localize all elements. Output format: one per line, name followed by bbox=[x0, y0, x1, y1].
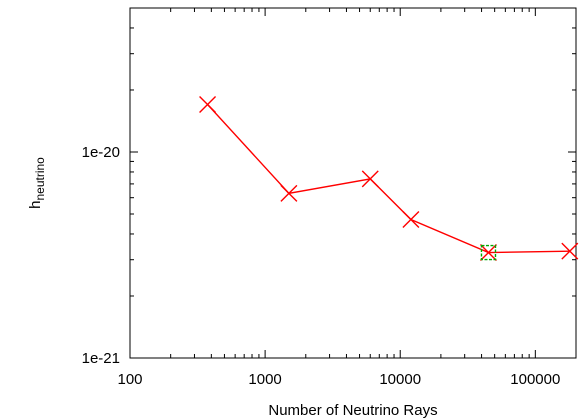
x-tick-label: 100000 bbox=[510, 371, 560, 388]
data-point-marker bbox=[280, 184, 298, 202]
y-tick-label: 1e-20 bbox=[82, 144, 120, 161]
y-tick-label: 1e-21 bbox=[82, 350, 120, 367]
series-line bbox=[207, 104, 570, 254]
y-axis-label: hneutrino bbox=[27, 157, 47, 209]
x-axis-label: Number of Neutrino Rays bbox=[268, 402, 437, 419]
x-tick-label: 1000 bbox=[248, 371, 281, 388]
tick-labels: 100 1000 10000 100000 1e-21 1e-20 bbox=[82, 144, 561, 388]
axis-ticks bbox=[129, 7, 577, 359]
data-point-marker bbox=[199, 96, 217, 114]
data-point-marker bbox=[361, 170, 379, 188]
data-point-marker bbox=[479, 244, 497, 262]
highlight-square-marker bbox=[480, 244, 497, 261]
y-axis-label-subscript: neutrino bbox=[33, 157, 47, 201]
plot-frame bbox=[129, 7, 577, 359]
y-axis-label-group: hneutrino bbox=[27, 157, 47, 209]
y-axis-label-main: h bbox=[27, 201, 44, 209]
data-point-marker bbox=[561, 242, 579, 260]
data-point-marker bbox=[402, 211, 420, 229]
x-tick-label: 10000 bbox=[379, 371, 421, 388]
x-tick-label: 100 bbox=[117, 371, 142, 388]
series-group bbox=[199, 96, 579, 262]
